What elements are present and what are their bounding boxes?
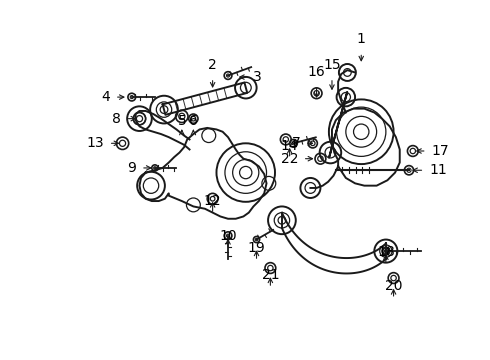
Text: 12: 12: [204, 194, 221, 208]
Text: 5: 5: [177, 114, 186, 128]
Text: 11: 11: [429, 163, 447, 177]
Text: 8: 8: [112, 112, 121, 126]
Text: 15: 15: [323, 58, 341, 72]
Text: 2: 2: [208, 58, 217, 72]
Text: 4: 4: [101, 90, 110, 104]
Text: 17: 17: [431, 144, 449, 158]
Text: 21: 21: [262, 268, 279, 282]
Text: 6: 6: [189, 114, 198, 128]
Text: 7: 7: [292, 136, 300, 150]
Text: 20: 20: [385, 279, 402, 293]
Text: 22: 22: [281, 152, 298, 166]
Text: 19: 19: [247, 241, 266, 255]
Text: 3: 3: [253, 70, 262, 84]
Text: 9: 9: [127, 161, 136, 175]
Text: 13: 13: [86, 136, 104, 150]
Text: 10: 10: [219, 229, 237, 243]
Text: 14: 14: [281, 139, 298, 153]
Text: 18: 18: [377, 245, 395, 259]
Text: 1: 1: [357, 32, 366, 46]
Text: 16: 16: [308, 66, 325, 80]
